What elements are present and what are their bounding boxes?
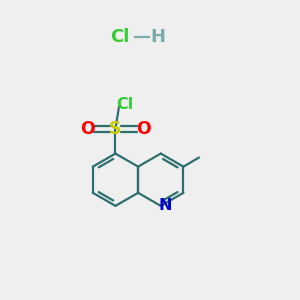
Text: Cl: Cl (116, 97, 133, 112)
Text: N: N (159, 198, 172, 213)
Text: Cl: Cl (111, 28, 130, 46)
Text: O: O (136, 120, 151, 138)
Text: H: H (150, 28, 165, 46)
Text: S: S (109, 120, 122, 138)
Text: O: O (80, 120, 94, 138)
